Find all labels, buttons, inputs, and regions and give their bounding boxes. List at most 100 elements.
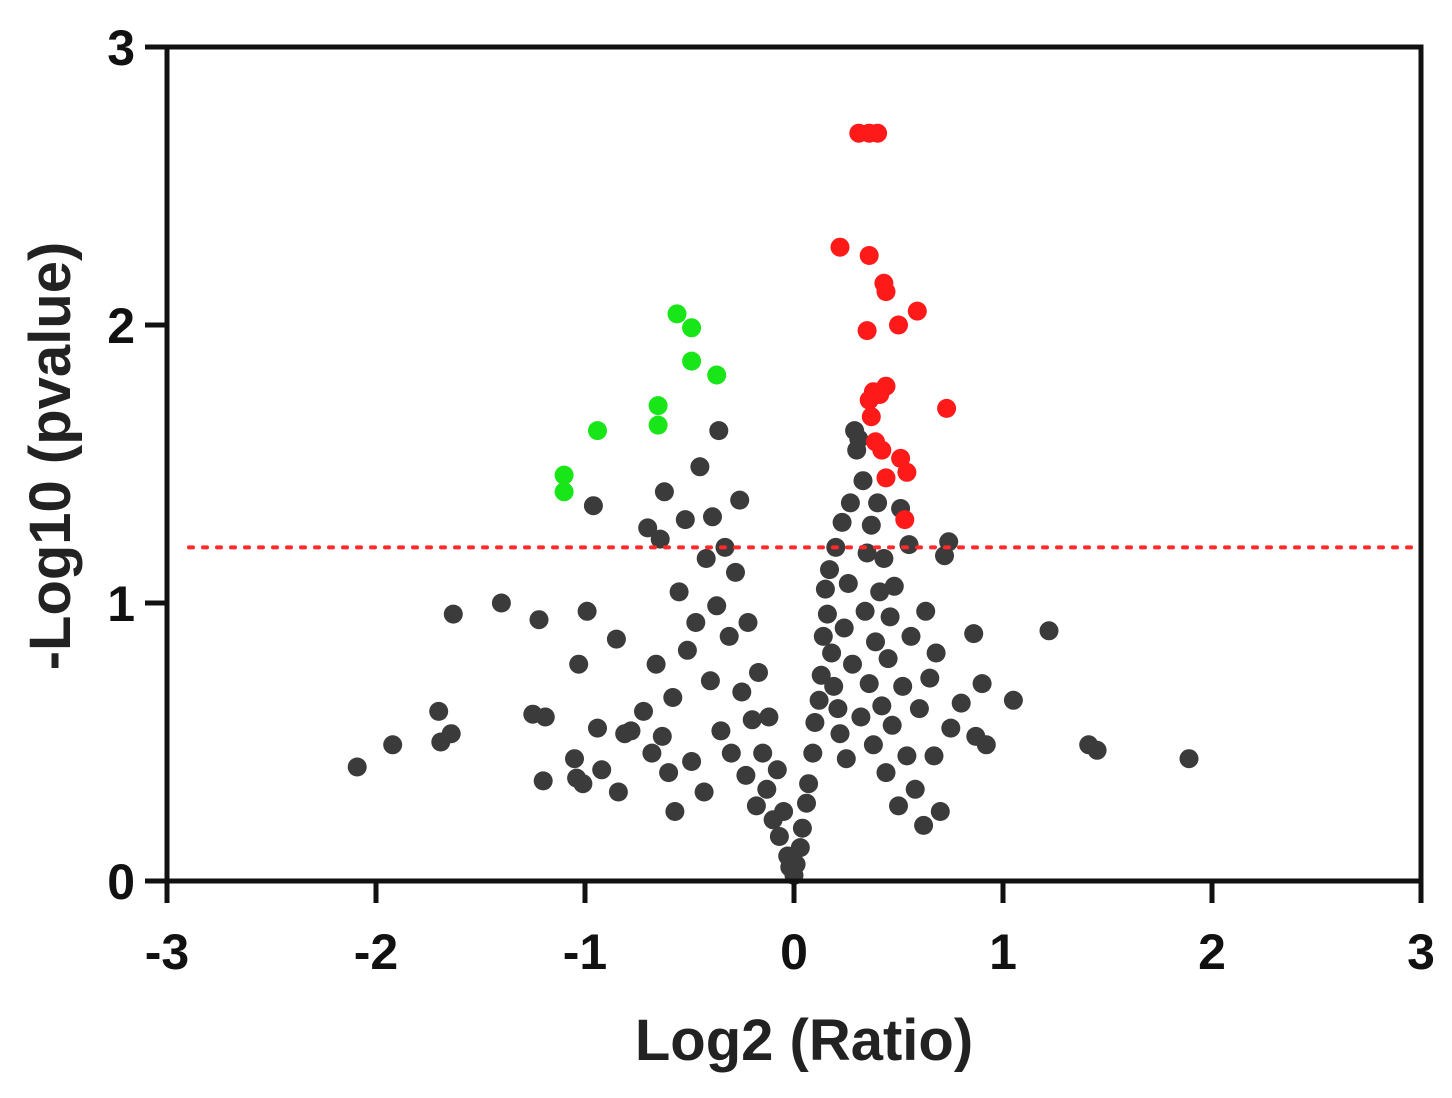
data-point: [606, 629, 626, 649]
data-point: [721, 743, 741, 763]
data-point: [897, 746, 917, 766]
x-tick-label: 0: [780, 924, 808, 980]
data-point: [836, 749, 856, 769]
data-point: [665, 802, 685, 821]
data-point: [774, 802, 794, 821]
data-point: [634, 701, 653, 721]
data-point: [554, 482, 574, 502]
data-point: [757, 779, 777, 799]
data-point: [707, 365, 727, 385]
data-point: [872, 696, 892, 716]
data-point: [669, 582, 689, 602]
data-point: [868, 493, 888, 513]
data-point: [583, 496, 603, 516]
data-point: [889, 796, 908, 816]
data-point: [830, 724, 850, 744]
data-point: [815, 579, 835, 599]
data-point: [711, 721, 731, 741]
data-point: [901, 626, 921, 646]
data-point: [874, 549, 894, 568]
data-point: [859, 674, 879, 694]
data-point: [914, 815, 934, 835]
data-point: [652, 726, 672, 746]
data-point: [838, 574, 858, 593]
data-point: [797, 793, 816, 813]
data-point: [909, 699, 929, 719]
data-point: [930, 802, 950, 821]
data-point: [700, 671, 720, 691]
x-tick-label: -1: [563, 924, 607, 980]
data-point: [899, 535, 919, 555]
data-point: [878, 649, 898, 669]
y-axis-label: -Log10 (pvalue): [18, 242, 83, 671]
y-tick-label: 1: [107, 576, 135, 632]
data-points: [347, 123, 1199, 885]
data-point: [675, 510, 695, 530]
data-point: [809, 690, 829, 710]
data-point: [654, 482, 674, 502]
data-point: [897, 462, 917, 482]
data-point: [696, 549, 716, 568]
data-point: [803, 743, 823, 763]
data-point: [709, 421, 729, 441]
data-point: [792, 818, 812, 838]
data-point: [870, 582, 890, 602]
data-point: [822, 643, 842, 663]
data-point: [759, 707, 779, 727]
data-point: [753, 743, 773, 763]
data-point: [907, 301, 927, 321]
data-point: [726, 562, 745, 582]
data-point: [840, 493, 860, 513]
data-point: [638, 518, 658, 538]
data-point: [663, 688, 683, 707]
data-point: [924, 746, 944, 766]
data-point: [805, 713, 825, 732]
data-point: [861, 515, 881, 535]
data-point: [866, 632, 885, 652]
data-point: [790, 838, 810, 858]
data-point: [719, 626, 739, 646]
data-point: [876, 763, 896, 783]
data-point: [926, 643, 946, 663]
data-point: [749, 663, 768, 682]
data-point: [895, 510, 915, 530]
y-tick-label: 0: [107, 854, 135, 910]
data-point: [707, 596, 727, 616]
data-point: [429, 701, 449, 721]
data-point: [667, 304, 687, 324]
data-point: [813, 626, 833, 646]
x-axis-label: Log2 (Ratio): [635, 1008, 973, 1073]
x-tick-label: 3: [1407, 924, 1435, 980]
x-tick-label: -3: [145, 924, 189, 980]
data-point: [799, 774, 819, 794]
data-point: [849, 429, 869, 449]
y-tick-label: 2: [107, 298, 135, 354]
data-point: [916, 601, 936, 621]
data-point: [642, 743, 662, 763]
data-point: [832, 512, 852, 532]
data-point: [742, 710, 762, 730]
data-point: [588, 421, 607, 441]
data-point: [861, 407, 881, 427]
data-point: [577, 601, 597, 621]
data-point: [677, 640, 697, 660]
data-point: [767, 760, 787, 780]
data-point: [857, 321, 877, 341]
data-point: [736, 765, 756, 785]
data-point: [855, 601, 875, 621]
data-point: [872, 440, 892, 460]
data-point: [592, 760, 612, 780]
data-point: [937, 398, 957, 418]
plot-frame: [164, 44, 1424, 884]
data-point: [703, 507, 722, 527]
data-point: [876, 468, 896, 488]
data-point: [682, 318, 702, 338]
data-point: [491, 593, 511, 613]
data-point: [941, 718, 961, 738]
data-point: [648, 396, 668, 416]
data-point: [682, 351, 702, 371]
data-point: [868, 123, 888, 143]
data-point: [383, 735, 403, 755]
data-point: [817, 604, 837, 624]
x-tick-label: -2: [354, 924, 398, 980]
